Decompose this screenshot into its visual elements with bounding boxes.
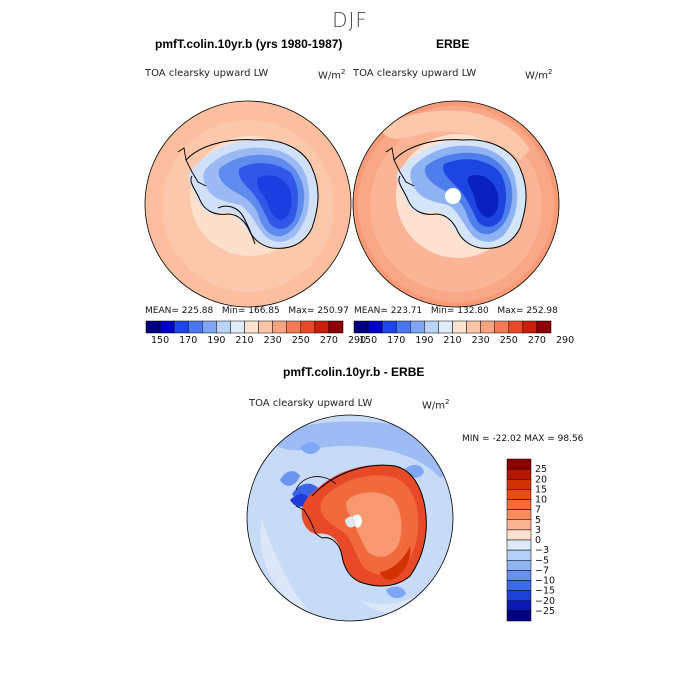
panel-2-units: W/m2 (525, 68, 553, 82)
panel-1-colorbar-swatch-10 (286, 320, 302, 334)
panel-2-colorbar-swatch-5 (424, 320, 439, 334)
panel-3-colorbar-swatch-4 (506, 499, 532, 510)
panel-3-colorbar-swatch-7 (506, 529, 532, 541)
panel-1-colorbar-swatch-1 (159, 320, 175, 334)
panel-1-units: W/m2 (318, 68, 346, 82)
panel-3-colorbar-swatch-9 (506, 549, 532, 561)
panel-2-colorbar-swatch-7 (452, 320, 467, 334)
panel-2-colorbar-swatch-3 (395, 320, 411, 334)
panel-3-colorbar-swatch-12 (506, 580, 532, 591)
panel-1-colorbar-swatch-12 (314, 320, 330, 334)
panel-1-colorbar-swatch-0 (145, 320, 161, 334)
panel-2-colorbar-swatch-6 (438, 320, 453, 334)
panel-1-map (145, 101, 351, 307)
panel-2-colorbar-tick-6: 270 (528, 335, 546, 346)
panel-3-colorbar-swatch-8 (506, 539, 532, 551)
panel-3-colorbar-level-3: 10 (535, 495, 547, 506)
panel-2-colorbar-swatch-8 (466, 320, 481, 334)
panel-1-colorbar-swatch-5 (216, 320, 231, 334)
panel-3-colorbar-swatch-2 (506, 479, 532, 490)
panel-3-colorbar-swatch-15 (506, 610, 532, 622)
panel-2-stats: MEAN= 223.71 Min= 132.80 Max= 252.98 (354, 306, 558, 316)
panel-1-colorbar-swatch-8 (258, 320, 273, 334)
panel-1-colorbar-swatch-2 (173, 320, 189, 334)
panel-3-colorbar-level-9: −5 (535, 555, 549, 566)
panel-1-colorbar-tick-5: 250 (292, 335, 310, 346)
panel-2-colorbar-tick-4: 230 (472, 335, 490, 346)
panel-1-colorbar-tick-1: 170 (179, 335, 197, 346)
panel-2-colorbar-swatch-12 (522, 320, 538, 334)
panel-3-map (247, 415, 453, 621)
panel-3-units: W/m2 (422, 398, 450, 412)
panel-3-colorbar-level-1: 20 (535, 474, 547, 485)
panel-2-colorbar-swatch-13 (536, 320, 552, 334)
panel-1-stats: MEAN= 225.88 Min= 166.85 Max= 250.97 (145, 306, 349, 316)
panel-1-colorbar-swatch-3 (187, 320, 203, 334)
panel-1-colorbar-swatch-9 (272, 320, 287, 334)
panel-3-colorbar-swatch-5 (506, 509, 532, 520)
panel-3-colorbar-level-13: −20 (535, 596, 555, 607)
panel-1-colorbar-swatch-7 (244, 320, 259, 334)
panel-2-colorbar-tick-7: 290 (556, 335, 574, 346)
panel-3-colorbar-level-11: −10 (535, 576, 555, 587)
panel-1-title: pmfT.colin.10yr.b (yrs 1980-1987) (155, 37, 343, 51)
panel-2-colorbar-swatch-4 (410, 320, 425, 334)
panel-3-colorbar-level-8: −3 (535, 545, 549, 556)
panel-2-title: ERBE (436, 37, 470, 51)
panel-3-colorbar-level-12: −15 (535, 586, 555, 597)
panel-3-colorbar-level-10: −7 (535, 565, 549, 576)
panel-3-colorbar-level-6: 3 (535, 525, 541, 536)
panel-1-colorbar-swatch-6 (230, 320, 245, 334)
panel-3-colorbar-swatch-3 (506, 489, 532, 500)
panel-3-variable: TOA clearsky upward LW (249, 398, 373, 409)
panel-3-colorbar-swatch-11 (506, 570, 532, 581)
panel-3-colorbar-swatch-10 (506, 560, 532, 571)
panel-2-map (353, 101, 559, 307)
panel-1-colorbar-tick-4: 230 (264, 335, 282, 346)
panel-1-variable: TOA clearsky upward LW (145, 68, 269, 79)
panel-1-colorbar-tick-3: 210 (235, 335, 253, 346)
panel-3-colorbar-swatch-14 (506, 600, 532, 612)
panel-3-colorbar-level-7: 0 (535, 535, 541, 546)
panel-3-colorbar-level-0: 25 (535, 464, 547, 475)
panel-3-colorbar-swatch-13 (506, 590, 532, 601)
panel-3-minmax: MIN = -22.02 MAX = 98.56 (462, 434, 584, 444)
panel-1-colorbar-swatch-13 (328, 320, 344, 334)
panel-2-colorbar-tick-1: 170 (387, 335, 405, 346)
panel-1-colorbar-tick-2: 190 (207, 335, 225, 346)
panel-1-colorbar-tick-6: 270 (320, 335, 338, 346)
panel-3-colorbar-swatch-0 (506, 458, 532, 470)
panel-1-colorbar-tick-7: 290 (348, 335, 366, 346)
panel-2-colorbar-swatch-1 (367, 320, 383, 334)
panel-2-colorbar-swatch-2 (381, 320, 397, 334)
panel-2-colorbar-tick-2: 190 (415, 335, 433, 346)
panel-3-colorbar-swatch-6 (506, 519, 532, 531)
panel-1-colorbar-swatch-4 (202, 320, 217, 334)
panel-2-colorbar-tick-3: 210 (443, 335, 461, 346)
panel-3-colorbar-level-14: −25 (535, 606, 555, 617)
panel-2-colorbar-tick-5: 250 (500, 335, 518, 346)
panel-3-colorbar-level-4: 7 (535, 505, 541, 516)
panel-1-colorbar-tick-0: 150 (151, 335, 169, 346)
panel-2-colorbar-swatch-0 (353, 320, 369, 334)
panel-1-colorbar-swatch-11 (300, 320, 316, 334)
panel-2-colorbar-swatch-10 (494, 320, 510, 334)
panel-2-colorbar-swatch-9 (480, 320, 495, 334)
panel-2-variable: TOA clearsky upward LW (353, 68, 477, 79)
panel-2-colorbar-swatch-11 (508, 320, 524, 334)
panel-3-colorbar-level-5: 5 (535, 515, 541, 526)
panel-2-colorbar-tick-0: 150 (359, 335, 377, 346)
season-title: DJF (332, 8, 368, 32)
panel-3-colorbar-swatch-1 (506, 468, 532, 480)
panel-3-colorbar-level-2: 15 (535, 484, 547, 495)
panel-3-title: pmfT.colin.10yr.b - ERBE (283, 365, 425, 379)
